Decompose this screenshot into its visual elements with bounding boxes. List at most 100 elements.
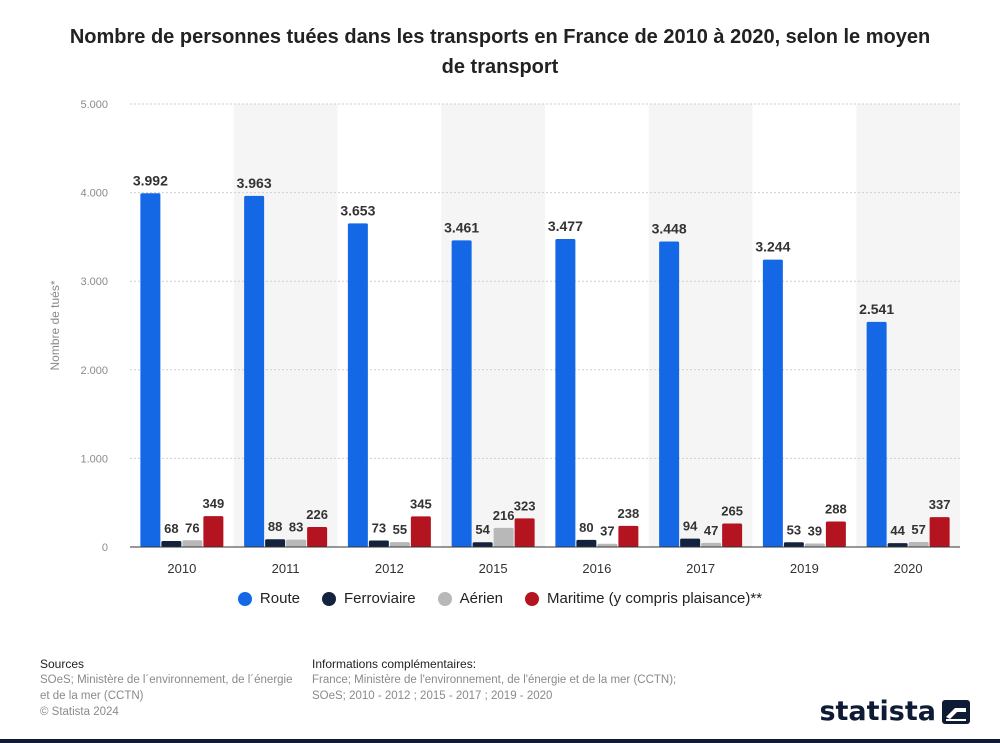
data-label: 3.963 xyxy=(237,175,272,191)
bar-route xyxy=(451,240,472,547)
data-label: 57 xyxy=(911,522,925,537)
x-tick-label: 2016 xyxy=(582,561,611,576)
y-tick-label: 5.000 xyxy=(80,99,108,111)
bar-route xyxy=(866,321,887,547)
data-label: 53 xyxy=(787,522,801,537)
data-label: 3.477 xyxy=(548,218,583,234)
y-tick-label: 3.000 xyxy=(80,276,108,288)
x-tick-label: 2019 xyxy=(790,561,819,576)
y-axis-label: Nombre de tués* xyxy=(48,280,62,370)
legend-label: Ferroviaire xyxy=(343,590,416,607)
data-label: 37 xyxy=(600,524,614,539)
bar-maritime xyxy=(929,517,950,547)
data-label: 3.244 xyxy=(755,239,790,255)
sources-line: SOeS; Ministère de l´environnement, de l… xyxy=(40,674,293,686)
data-label: 88 xyxy=(268,519,282,534)
legend-item[interactable]: Aérien xyxy=(437,590,503,607)
brand-name: statista xyxy=(819,696,936,727)
x-tick-label: 2015 xyxy=(479,561,508,576)
legend-label: Maritime (y compris plaisance)** xyxy=(547,590,763,607)
bar-aérien xyxy=(908,541,929,547)
legend-label: Route xyxy=(259,590,300,607)
x-tick-label: 2012 xyxy=(375,561,404,576)
bar-aérien xyxy=(182,540,203,547)
bar-route xyxy=(555,238,576,547)
data-label: 39 xyxy=(808,524,822,539)
data-label: 44 xyxy=(890,523,905,538)
legend-swatch xyxy=(237,591,252,606)
bar-route xyxy=(140,193,161,547)
bar-ferroviaire xyxy=(265,539,286,547)
legend-item[interactable]: Ferroviaire xyxy=(321,590,416,607)
bar-chart: 0 1.000 2.000 3.000 4.000 5.000 Nombre de tués… xyxy=(48,99,960,576)
sources-line: et de la mer (CCTN) xyxy=(40,690,144,702)
data-label: 55 xyxy=(393,522,407,537)
info-block: Informations complémentaires: France; Mi… xyxy=(312,656,712,704)
legend: Route Ferroviaire Aérien Maritime (y compri… xyxy=(0,590,1000,607)
info-heading: Informations complémentaires: xyxy=(312,657,477,671)
bar-ferroviaire xyxy=(783,542,804,547)
data-label: 323 xyxy=(514,498,536,513)
chart-title: Nombre de personnes tuées dans les trans… xyxy=(69,26,931,78)
data-label: 349 xyxy=(203,496,225,511)
data-label: 238 xyxy=(618,506,640,521)
data-label: 94 xyxy=(683,519,698,534)
data-label: 3.461 xyxy=(444,219,479,235)
data-label: 83 xyxy=(289,520,303,535)
data-label: 265 xyxy=(721,504,743,519)
bar-maritime xyxy=(514,518,535,547)
y-tick-label: 0 xyxy=(102,542,108,554)
bar-ferroviaire xyxy=(161,540,182,547)
data-label: 68 xyxy=(164,521,178,536)
legend-label: Aérien xyxy=(459,590,503,607)
bar-aérien xyxy=(804,543,825,547)
sources-heading: Sources xyxy=(40,657,85,671)
data-label: 337 xyxy=(929,497,951,512)
data-label: 2.541 xyxy=(859,301,894,317)
y-tick-label: 1.000 xyxy=(80,453,108,465)
x-tick-label: 2010 xyxy=(167,561,196,576)
bar-route xyxy=(347,223,368,548)
bar-route xyxy=(659,241,680,547)
bar-aérien xyxy=(597,543,618,547)
statista-logo[interactable]: statista xyxy=(819,696,970,727)
info-line: France; Ministère de l'environnement, de… xyxy=(312,674,677,686)
bar-ferroviaire xyxy=(680,538,701,547)
info-line: SOeS; 2010 - 2012 ; 2015 - 2017 ; 2019 -… xyxy=(312,690,553,702)
data-label: 73 xyxy=(372,521,386,536)
legend-swatch xyxy=(437,591,452,606)
bottom-border xyxy=(0,739,1000,743)
bar-aérien xyxy=(286,539,307,547)
bar-aérien xyxy=(389,542,410,547)
data-label: 345 xyxy=(410,496,432,511)
data-label: 3.992 xyxy=(133,172,168,188)
bar-maritime xyxy=(722,523,743,547)
sources-block: Sources SOeS; Ministère de l´environneme… xyxy=(40,656,320,720)
data-label: 80 xyxy=(579,520,593,535)
bar-maritime xyxy=(203,516,224,547)
copyright-line[interactable]: © Statista 2024 xyxy=(40,706,119,718)
bar-ferroviaire xyxy=(887,543,908,547)
bar-maritime xyxy=(410,516,431,547)
x-tick-label: 2011 xyxy=(272,561,300,576)
legend-swatch xyxy=(525,591,539,606)
bar-route xyxy=(244,195,265,547)
x-tick-label: 2017 xyxy=(686,561,715,576)
data-label: 288 xyxy=(825,501,847,516)
bar-aérien xyxy=(701,542,722,547)
bar-ferroviaire xyxy=(576,539,597,547)
data-label: 3.653 xyxy=(340,202,375,218)
legend-item[interactable]: Maritime (y compris plaisance)** xyxy=(525,590,762,607)
y-tick-label: 2.000 xyxy=(80,365,108,377)
x-tick-label: 2020 xyxy=(894,561,923,576)
data-label: 216 xyxy=(493,508,515,523)
legend-swatch xyxy=(321,591,336,606)
legend-item[interactable]: Route xyxy=(237,590,300,607)
bar-ferroviaire xyxy=(472,542,493,547)
y-tick-label: 4.000 xyxy=(80,188,108,200)
data-label: 76 xyxy=(185,520,199,535)
statista-flag-icon xyxy=(942,699,970,724)
bar-maritime xyxy=(307,526,328,547)
bar-maritime xyxy=(618,525,639,547)
data-label: 47 xyxy=(704,523,718,538)
